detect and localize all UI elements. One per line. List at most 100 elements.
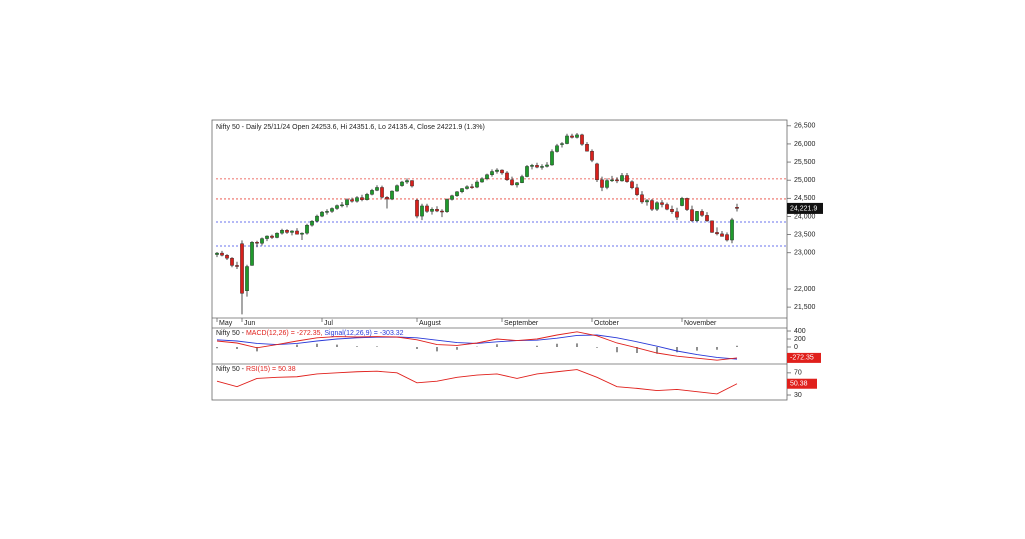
- candle-body: [710, 220, 714, 233]
- candle-body: [530, 165, 534, 167]
- candle-body: [660, 202, 664, 205]
- last-price-box: [787, 202, 823, 214]
- candle-body: [500, 169, 504, 174]
- candle-body: [585, 144, 589, 152]
- candle-body: [305, 224, 309, 234]
- candle-body: [505, 172, 509, 181]
- rsi-value-box: [787, 378, 817, 389]
- candle-body: [215, 252, 219, 255]
- candle-body: [510, 179, 514, 186]
- x-tick-label: August: [419, 320, 441, 327]
- y-tick-label: 23,000: [794, 250, 816, 257]
- candle-body: [335, 205, 339, 209]
- x-tick-label: September: [504, 320, 539, 327]
- y-tick-label: 25,500: [794, 159, 816, 166]
- candle-body: [360, 197, 364, 200]
- candle-body: [515, 182, 519, 186]
- y-tick-label: 22,000: [794, 286, 816, 293]
- candle-body: [370, 190, 374, 195]
- candle-body: [700, 211, 704, 216]
- candle-body: [240, 243, 244, 294]
- candle-body: [410, 180, 414, 187]
- x-tick-label: Jun: [244, 320, 255, 327]
- rsi-title: Nifty 50 - RSI(15) = 50.38: [216, 366, 296, 373]
- candle-body: [315, 215, 319, 222]
- candle-body: [455, 191, 459, 196]
- candle-body: [440, 210, 444, 213]
- candle-body: [525, 166, 529, 177]
- candle-body: [485, 174, 489, 179]
- candle-body: [540, 166, 544, 168]
- y-tick-label: 24,000: [794, 213, 816, 220]
- candle-body: [695, 211, 699, 222]
- candle-body: [595, 163, 599, 181]
- candle-body: [280, 230, 284, 234]
- candle-body: [725, 234, 729, 241]
- candle-body: [365, 194, 369, 200]
- candle-body: [690, 209, 694, 222]
- candle-body: [220, 252, 224, 256]
- candle-body: [425, 205, 429, 212]
- candle-body: [495, 169, 499, 172]
- candle-body: [665, 204, 669, 210]
- candle-body: [265, 235, 269, 239]
- macd-name: MACD(12,26) = -272.35,: [246, 330, 323, 337]
- candle-body: [380, 187, 384, 198]
- candle-body: [680, 198, 684, 206]
- macd-title: Nifty 50 - MACD(12,26) = -272.35, Signal…: [216, 330, 404, 337]
- candle-body: [520, 176, 524, 183]
- candle-body: [435, 209, 439, 212]
- candle-body: [295, 230, 299, 235]
- y-tick-label: 400: [794, 328, 806, 335]
- candle-body: [580, 134, 584, 145]
- candle-body: [630, 181, 634, 189]
- candle-body: [535, 165, 539, 168]
- candle-body: [255, 242, 259, 244]
- candle-body: [620, 175, 624, 182]
- candle-body: [460, 188, 464, 193]
- rsi-name: RSI(15) = 50.38: [246, 366, 296, 373]
- x-tick-label: November: [684, 320, 717, 327]
- candle-body: [610, 179, 614, 182]
- candle-body: [395, 185, 399, 192]
- candle-body: [715, 232, 719, 235]
- candle-body: [420, 205, 424, 217]
- candle-body: [415, 199, 419, 217]
- rsi-value-label: 50.38: [790, 381, 808, 388]
- chart-frame: [211, 119, 788, 401]
- candle-body: [330, 208, 334, 212]
- candle-body: [235, 265, 239, 267]
- candle-body: [635, 187, 639, 195]
- macd-prefix: Nifty 50 -: [216, 330, 245, 337]
- y-tick-label: 30: [794, 392, 802, 399]
- candle-body: [375, 187, 379, 191]
- rsi-line: [216, 369, 738, 395]
- y-tick-label: 25,000: [794, 177, 816, 184]
- candle-body: [625, 175, 629, 182]
- macd-value-box: [787, 352, 821, 363]
- candle-body: [655, 202, 659, 210]
- candle-body: [735, 207, 739, 209]
- candle-body: [445, 199, 449, 212]
- candle-body: [465, 186, 469, 189]
- candle-body: [475, 181, 479, 188]
- signal-line: [216, 334, 738, 360]
- candle-body: [320, 211, 324, 217]
- candle-body: [720, 233, 724, 237]
- y-tick-label: 21,500: [794, 304, 816, 311]
- candle-body: [675, 211, 679, 218]
- candle-body: [730, 219, 734, 241]
- candle-body: [545, 164, 549, 167]
- candle-body: [615, 179, 619, 182]
- candle-body: [705, 215, 709, 222]
- y-tick-label: 0: [794, 344, 798, 351]
- candle-body: [480, 178, 484, 183]
- candle-body: [550, 151, 554, 166]
- candle-body: [325, 211, 329, 213]
- candle-body: [230, 257, 234, 266]
- candle-body: [270, 235, 274, 238]
- candle-body: [565, 135, 569, 144]
- candle-body: [640, 194, 644, 203]
- y-tick-label: 70: [794, 370, 802, 377]
